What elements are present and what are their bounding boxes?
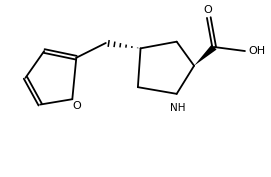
Text: O: O <box>72 101 81 111</box>
Text: NH: NH <box>170 103 186 113</box>
Text: O: O <box>203 5 212 15</box>
Polygon shape <box>194 44 217 66</box>
Text: OH: OH <box>248 46 265 56</box>
